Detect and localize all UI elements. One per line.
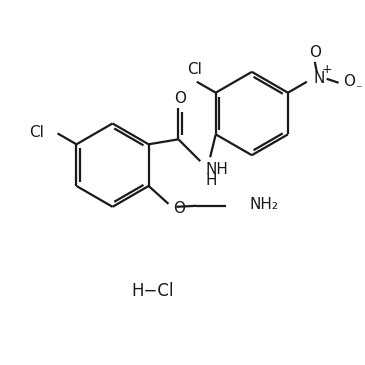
Text: O: O xyxy=(174,91,187,106)
Text: N: N xyxy=(313,71,324,86)
Text: O: O xyxy=(309,45,321,59)
Text: Cl: Cl xyxy=(29,125,44,140)
Text: +: + xyxy=(321,64,332,76)
Text: H−Cl: H−Cl xyxy=(131,282,173,300)
Text: O: O xyxy=(173,201,185,216)
Text: O: O xyxy=(343,74,356,89)
Text: NH₂: NH₂ xyxy=(250,197,279,212)
Text: ⁻: ⁻ xyxy=(355,83,362,96)
Text: H: H xyxy=(205,173,217,188)
Text: NH: NH xyxy=(205,162,228,177)
Text: Cl: Cl xyxy=(187,62,202,77)
